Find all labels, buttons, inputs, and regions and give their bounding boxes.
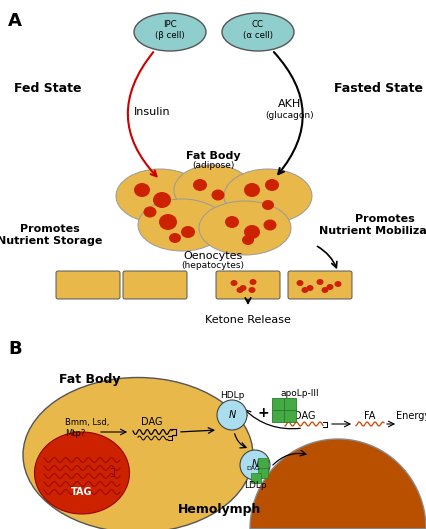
Text: CC
(α cell): CC (α cell) [243,20,273,40]
Text: Fat Body: Fat Body [186,151,240,161]
Ellipse shape [250,279,256,285]
Ellipse shape [248,287,256,293]
Ellipse shape [244,225,260,239]
Ellipse shape [181,226,195,238]
FancyBboxPatch shape [56,271,120,299]
Text: Promotes
Nutrient Mobilization: Promotes Nutrient Mobilization [319,214,426,236]
Ellipse shape [242,235,254,245]
FancyBboxPatch shape [258,468,268,478]
Ellipse shape [199,201,291,255]
Text: Energy: Energy [396,411,426,421]
Ellipse shape [236,287,244,293]
Text: LDLp: LDLp [244,480,266,489]
Ellipse shape [116,169,204,223]
Ellipse shape [193,179,207,191]
Text: Bmm, Lsd,
Mtp?: Bmm, Lsd, Mtp? [65,418,109,437]
Text: Muscle: Muscle [314,394,362,406]
Text: HDLp: HDLp [220,391,244,400]
Ellipse shape [265,179,279,191]
Text: Hemolymph: Hemolymph [178,504,262,516]
Ellipse shape [144,206,156,217]
Text: A: A [8,12,22,30]
Ellipse shape [169,233,181,243]
FancyBboxPatch shape [288,271,352,299]
Text: N: N [228,410,236,420]
Text: Ketone Release: Ketone Release [205,315,291,325]
FancyBboxPatch shape [272,398,284,410]
Text: Insulin: Insulin [134,107,170,117]
Ellipse shape [217,400,247,430]
FancyBboxPatch shape [272,410,284,422]
Text: +: + [257,406,269,420]
Text: Fat Body: Fat Body [59,373,121,387]
FancyBboxPatch shape [284,398,296,410]
Ellipse shape [225,216,239,228]
Ellipse shape [262,200,274,210]
Ellipse shape [159,214,177,230]
Text: N: N [251,459,259,469]
Text: Fed State: Fed State [14,81,82,95]
Ellipse shape [306,285,314,291]
Ellipse shape [153,192,171,208]
FancyBboxPatch shape [284,410,296,422]
FancyBboxPatch shape [258,458,268,468]
Ellipse shape [326,284,334,290]
Ellipse shape [317,279,323,285]
Ellipse shape [224,169,312,223]
Ellipse shape [230,280,238,286]
Text: TAG: TAG [71,487,93,497]
Ellipse shape [296,280,303,286]
FancyBboxPatch shape [251,473,261,483]
Text: (glucagon): (glucagon) [266,112,314,121]
Ellipse shape [322,287,328,293]
Text: DAG: DAG [141,417,163,427]
Ellipse shape [35,432,130,514]
Text: (adipose): (adipose) [192,161,234,170]
Text: Oenocytes: Oenocytes [183,251,243,261]
Ellipse shape [264,220,276,231]
Text: DAG: DAG [246,467,260,471]
Ellipse shape [134,13,206,51]
Ellipse shape [134,183,150,197]
Text: AKH: AKH [278,99,302,109]
Ellipse shape [244,183,260,197]
Text: FA: FA [364,411,376,421]
Text: IPC
(β cell): IPC (β cell) [155,20,185,40]
Ellipse shape [222,13,294,51]
Ellipse shape [23,378,253,529]
Text: Fasted State: Fasted State [334,81,423,95]
FancyBboxPatch shape [216,271,280,299]
Text: B: B [8,340,22,358]
Ellipse shape [302,287,308,293]
Text: Promotes
Nutrient Storage: Promotes Nutrient Storage [0,224,103,246]
Polygon shape [250,439,426,529]
Text: DAG: DAG [294,411,316,421]
Text: (hepatocytes): (hepatocytes) [181,260,245,269]
Ellipse shape [174,165,252,215]
Ellipse shape [240,450,270,480]
Ellipse shape [211,189,225,200]
Ellipse shape [138,199,226,251]
FancyBboxPatch shape [123,271,187,299]
Text: apoLp-III: apoLp-III [281,388,320,397]
Ellipse shape [334,281,342,287]
Ellipse shape [239,285,247,291]
